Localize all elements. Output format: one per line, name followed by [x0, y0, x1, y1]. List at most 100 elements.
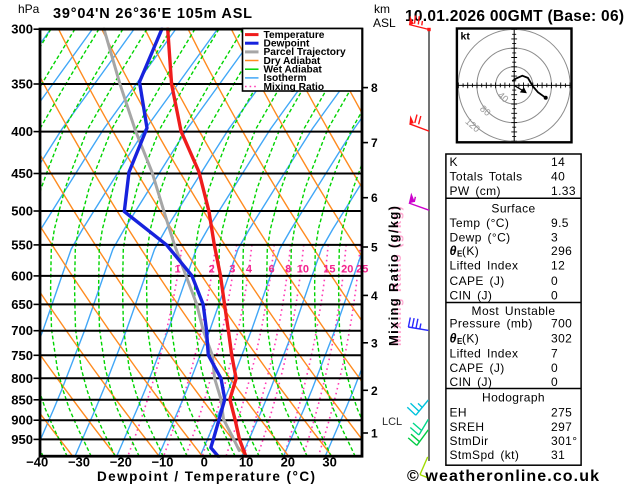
svg-text:20: 20 [281, 455, 295, 470]
svg-text:301°: 301° [551, 434, 577, 448]
svg-text:StmSpd (kt): StmSpd (kt) [450, 448, 520, 462]
svg-text:9.5: 9.5 [551, 216, 569, 230]
svg-text:Lifted Index: Lifted Index [450, 259, 519, 273]
svg-text:Dewpoint: Dewpoint [264, 39, 310, 50]
svg-text:12: 12 [551, 259, 565, 273]
svg-text:800: 800 [11, 371, 33, 386]
svg-text:−10: −10 [151, 455, 173, 470]
svg-text:© weatheronline.co.uk: © weatheronline.co.uk [407, 468, 599, 485]
svg-text:4: 4 [246, 264, 253, 276]
svg-text:CAPE (J): CAPE (J) [450, 274, 505, 288]
svg-text:7: 7 [551, 346, 558, 360]
svg-text:kt: kt [461, 31, 471, 43]
svg-text:Temperature: Temperature [264, 30, 325, 41]
svg-text:6: 6 [371, 191, 378, 205]
svg-text:(K): (K) [462, 332, 479, 346]
svg-text:Mixing Ratio (g/kg): Mixing Ratio (g/kg) [389, 206, 404, 346]
svg-text:400: 400 [11, 124, 33, 139]
svg-text:296: 296 [551, 244, 572, 258]
svg-text:300: 300 [11, 22, 33, 37]
svg-text:LCL: LCL [382, 416, 402, 428]
svg-text:600: 600 [11, 268, 33, 283]
svg-text:Mixing Ratio (g/kg): Mixing Ratio (g/kg) [386, 206, 401, 346]
svg-text:297: 297 [551, 420, 572, 434]
svg-text:θ: θ [450, 332, 457, 346]
svg-text:Surface: Surface [491, 202, 535, 216]
svg-text:500: 500 [11, 204, 33, 219]
svg-text:−20: −20 [110, 455, 132, 470]
svg-text:275: 275 [551, 405, 572, 419]
svg-text:2: 2 [371, 384, 378, 398]
svg-text:SREH: SREH [450, 420, 485, 434]
svg-text:900: 900 [11, 413, 33, 428]
svg-text:7: 7 [371, 136, 378, 150]
svg-text:Most Unstable: Most Unstable [472, 304, 556, 318]
svg-text:PW (cm): PW (cm) [450, 184, 501, 198]
svg-text:10: 10 [297, 264, 309, 276]
svg-text:550: 550 [11, 237, 33, 252]
svg-text:450: 450 [11, 166, 33, 181]
svg-text:0: 0 [551, 375, 558, 389]
svg-text:Dewpoint / Temperature (°C): Dewpoint / Temperature (°C) [97, 469, 315, 484]
svg-text:(K): (K) [462, 244, 479, 258]
svg-text:Parcel Trajectory: Parcel Trajectory [264, 47, 346, 58]
svg-text:Totals Totals: Totals Totals [450, 170, 523, 184]
svg-text:5: 5 [371, 241, 378, 255]
svg-text:6: 6 [269, 264, 275, 276]
svg-text:Dewp (°C): Dewp (°C) [450, 231, 511, 245]
svg-text:1: 1 [371, 427, 378, 441]
svg-text:3: 3 [551, 231, 558, 245]
svg-text:302: 302 [551, 332, 572, 346]
svg-text:850: 850 [11, 392, 33, 407]
svg-text:hPa: hPa [18, 2, 40, 16]
svg-text:CAPE (J): CAPE (J) [450, 361, 505, 375]
svg-text:1.33: 1.33 [551, 184, 576, 198]
svg-text:CIN (J): CIN (J) [450, 375, 493, 389]
svg-text:0: 0 [551, 274, 558, 288]
svg-text:−40: −40 [26, 455, 48, 470]
svg-text:4: 4 [371, 289, 378, 303]
svg-text:31: 31 [551, 448, 565, 462]
svg-text:750: 750 [11, 348, 33, 363]
svg-text:20: 20 [341, 264, 353, 276]
svg-text:StmDir: StmDir [450, 434, 489, 448]
svg-text:650: 650 [11, 297, 33, 312]
svg-text:8: 8 [285, 264, 291, 276]
svg-text:Pressure (mb): Pressure (mb) [450, 317, 533, 331]
svg-text:Lifted Index: Lifted Index [450, 346, 519, 360]
svg-text:700: 700 [551, 317, 572, 331]
svg-text:3: 3 [371, 336, 378, 350]
svg-text:K: K [450, 155, 458, 169]
svg-text:10.01.2026 00GMT (Base: 06): 10.01.2026 00GMT (Base: 06) [405, 8, 624, 25]
svg-text:14: 14 [551, 155, 565, 169]
svg-text:Hodograph: Hodograph [482, 391, 545, 405]
svg-text:0: 0 [201, 455, 208, 470]
svg-text:15: 15 [323, 264, 335, 276]
svg-text:θ: θ [450, 244, 457, 258]
svg-text:Temp (°C): Temp (°C) [450, 216, 510, 230]
svg-text:E: E [457, 250, 463, 259]
svg-text:30: 30 [322, 455, 336, 470]
svg-text:950: 950 [11, 432, 33, 447]
svg-text:2: 2 [209, 264, 215, 276]
svg-text:39°04'N 26°36'E 105m ASL: 39°04'N 26°36'E 105m ASL [53, 6, 252, 22]
svg-text:CIN (J): CIN (J) [450, 289, 493, 303]
svg-text:Mixing Ratio: Mixing Ratio [264, 82, 325, 93]
svg-text:E: E [457, 337, 463, 346]
svg-text:40: 40 [551, 170, 565, 184]
svg-text:ASL: ASL [373, 16, 396, 30]
svg-text:km: km [374, 2, 390, 16]
svg-text:0: 0 [551, 289, 558, 303]
svg-text:700: 700 [11, 323, 33, 338]
svg-text:350: 350 [11, 77, 33, 92]
svg-text:3: 3 [229, 264, 235, 276]
svg-text:10: 10 [239, 455, 253, 470]
svg-text:Isotherm: Isotherm [264, 73, 307, 84]
svg-text:−30: −30 [68, 455, 90, 470]
svg-text:1: 1 [175, 264, 181, 276]
svg-text:Wet Adiabat: Wet Adiabat [264, 65, 323, 76]
svg-text:EH: EH [450, 405, 467, 419]
svg-text:0: 0 [551, 361, 558, 375]
svg-text:8: 8 [371, 81, 378, 95]
svg-text:Dry Adiabat: Dry Adiabat [264, 56, 321, 67]
